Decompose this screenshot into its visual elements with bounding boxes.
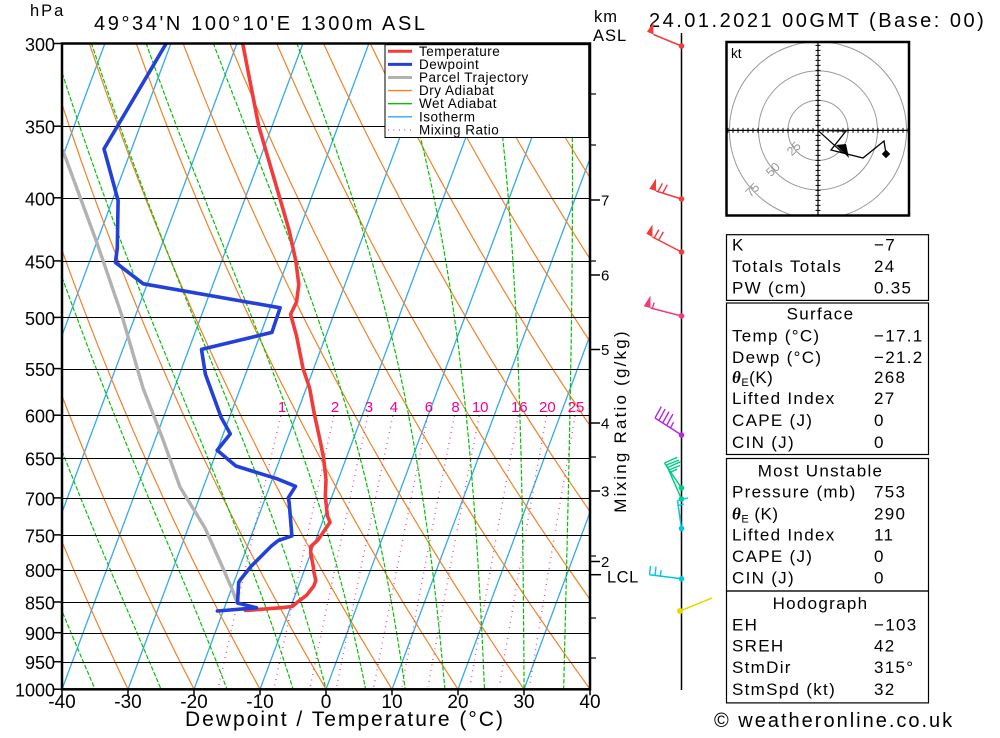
svg-text:1: 1 bbox=[278, 399, 286, 416]
svg-text:kt: kt bbox=[731, 46, 742, 61]
svg-text:49°34'N 100°10'E 1300m ASL: 49°34'N 100°10'E 1300m ASL bbox=[94, 13, 428, 35]
svg-text:Most Unstable: Most Unstable bbox=[758, 462, 884, 481]
svg-text:CIN (J): CIN (J) bbox=[732, 433, 795, 452]
svg-text:40: 40 bbox=[579, 692, 600, 713]
svg-text:7: 7 bbox=[601, 193, 609, 210]
svg-text:−21.2: −21.2 bbox=[874, 348, 924, 367]
svg-text:10: 10 bbox=[472, 399, 489, 416]
svg-text:SREH: SREH bbox=[732, 637, 784, 656]
svg-text:-40: -40 bbox=[48, 692, 75, 713]
svg-text:Mixing Ratio (g/kg): Mixing Ratio (g/kg) bbox=[611, 329, 630, 513]
svg-text:Surface: Surface bbox=[787, 305, 855, 324]
svg-text:20: 20 bbox=[539, 399, 556, 416]
svg-text:16: 16 bbox=[511, 399, 528, 416]
svg-text:290: 290 bbox=[874, 505, 906, 524]
svg-text:Lifted Index: Lifted Index bbox=[732, 526, 836, 545]
svg-text:Mixing Ratio: Mixing Ratio bbox=[419, 122, 499, 137]
svg-text:hPa: hPa bbox=[30, 2, 65, 20]
svg-text:EH: EH bbox=[732, 616, 758, 635]
svg-text:6: 6 bbox=[425, 399, 433, 416]
svg-text:20: 20 bbox=[447, 692, 468, 713]
svg-text:2: 2 bbox=[601, 554, 609, 571]
svg-text:−7: −7 bbox=[874, 236, 896, 255]
svg-text:Pressure (mb): Pressure (mb) bbox=[732, 483, 857, 502]
svg-text:0: 0 bbox=[321, 692, 332, 713]
svg-text:8: 8 bbox=[451, 399, 459, 416]
svg-text:θE(K): θE(K) bbox=[732, 368, 773, 389]
svg-text:Parcel Trajectory: Parcel Trajectory bbox=[419, 70, 529, 85]
svg-text:10: 10 bbox=[381, 692, 402, 713]
svg-text:4: 4 bbox=[390, 399, 398, 416]
svg-text:24.01.2021 00GMT (Base: 00): 24.01.2021 00GMT (Base: 00) bbox=[649, 10, 986, 32]
svg-text:CAPE (J): CAPE (J) bbox=[732, 411, 813, 430]
svg-text:700: 700 bbox=[25, 489, 55, 509]
svg-text:CAPE (J): CAPE (J) bbox=[732, 547, 813, 566]
svg-text:750: 750 bbox=[25, 526, 55, 546]
svg-text:Hodograph: Hodograph bbox=[773, 594, 869, 613]
svg-text:753: 753 bbox=[874, 483, 906, 502]
svg-text:StmDir: StmDir bbox=[732, 658, 792, 677]
svg-text:Isotherm: Isotherm bbox=[419, 109, 476, 124]
svg-text:25: 25 bbox=[568, 399, 585, 416]
svg-text:Lifted Index: Lifted Index bbox=[732, 389, 836, 408]
svg-text:K: K bbox=[732, 236, 745, 255]
svg-text:450: 450 bbox=[25, 252, 55, 272]
svg-text:Dewp (°C): Dewp (°C) bbox=[732, 348, 822, 367]
svg-text:5: 5 bbox=[601, 342, 609, 359]
svg-text:0: 0 bbox=[874, 547, 885, 566]
svg-text:24: 24 bbox=[874, 257, 896, 276]
svg-text:−17.1: −17.1 bbox=[874, 327, 924, 346]
svg-text:© weatheronline.co.uk: © weatheronline.co.uk bbox=[714, 710, 954, 732]
svg-text:950: 950 bbox=[25, 653, 55, 673]
svg-text:1000: 1000 bbox=[15, 681, 55, 701]
svg-text:4: 4 bbox=[601, 416, 609, 433]
svg-text:350: 350 bbox=[25, 118, 55, 138]
svg-text:2: 2 bbox=[331, 399, 339, 416]
svg-text:800: 800 bbox=[25, 561, 55, 581]
svg-text:ASL: ASL bbox=[593, 27, 627, 45]
svg-text:θE (K): θE (K) bbox=[732, 505, 779, 526]
svg-text:Dewpoint: Dewpoint bbox=[419, 57, 479, 72]
svg-text:Totals Totals: Totals Totals bbox=[732, 257, 842, 276]
svg-text:StmSpd (kt): StmSpd (kt) bbox=[732, 680, 836, 699]
svg-text:Dewpoint / Temperature (°C): Dewpoint / Temperature (°C) bbox=[185, 708, 505, 731]
svg-text:300: 300 bbox=[25, 35, 55, 55]
svg-text:Dry Adiabat: Dry Adiabat bbox=[419, 83, 494, 98]
svg-text:CIN (J): CIN (J) bbox=[732, 569, 795, 588]
svg-text:PW (cm): PW (cm) bbox=[732, 279, 807, 298]
svg-text:km: km bbox=[594, 8, 618, 26]
svg-text:27: 27 bbox=[874, 389, 896, 408]
svg-text:500: 500 bbox=[25, 309, 55, 329]
svg-text:11: 11 bbox=[874, 526, 894, 545]
svg-text:Temperature: Temperature bbox=[419, 44, 500, 59]
svg-text:42: 42 bbox=[874, 637, 896, 656]
svg-text:0: 0 bbox=[874, 569, 885, 588]
svg-text:315°: 315° bbox=[874, 658, 914, 677]
svg-text:30: 30 bbox=[513, 692, 534, 713]
svg-text:268: 268 bbox=[874, 368, 906, 387]
svg-text:900: 900 bbox=[25, 624, 55, 644]
svg-text:LCL: LCL bbox=[607, 569, 639, 587]
svg-text:-10: -10 bbox=[246, 692, 273, 713]
svg-text:0: 0 bbox=[874, 411, 885, 430]
svg-text:400: 400 bbox=[25, 189, 55, 209]
svg-text:650: 650 bbox=[25, 450, 55, 470]
svg-text:3: 3 bbox=[365, 399, 373, 416]
svg-text:3: 3 bbox=[601, 484, 609, 501]
svg-text:850: 850 bbox=[25, 594, 55, 614]
svg-text:32: 32 bbox=[874, 680, 896, 699]
svg-text:Temp (°C): Temp (°C) bbox=[732, 327, 820, 346]
svg-text:−103: −103 bbox=[874, 616, 918, 635]
svg-text:600: 600 bbox=[25, 407, 55, 427]
svg-text:6: 6 bbox=[601, 268, 609, 285]
svg-text:-30: -30 bbox=[114, 692, 141, 713]
svg-text:-20: -20 bbox=[180, 692, 207, 713]
svg-text:0: 0 bbox=[874, 433, 885, 452]
svg-text:Wet Adiabat: Wet Adiabat bbox=[419, 96, 497, 111]
svg-text:0.35: 0.35 bbox=[874, 279, 912, 298]
svg-text:550: 550 bbox=[25, 360, 55, 380]
